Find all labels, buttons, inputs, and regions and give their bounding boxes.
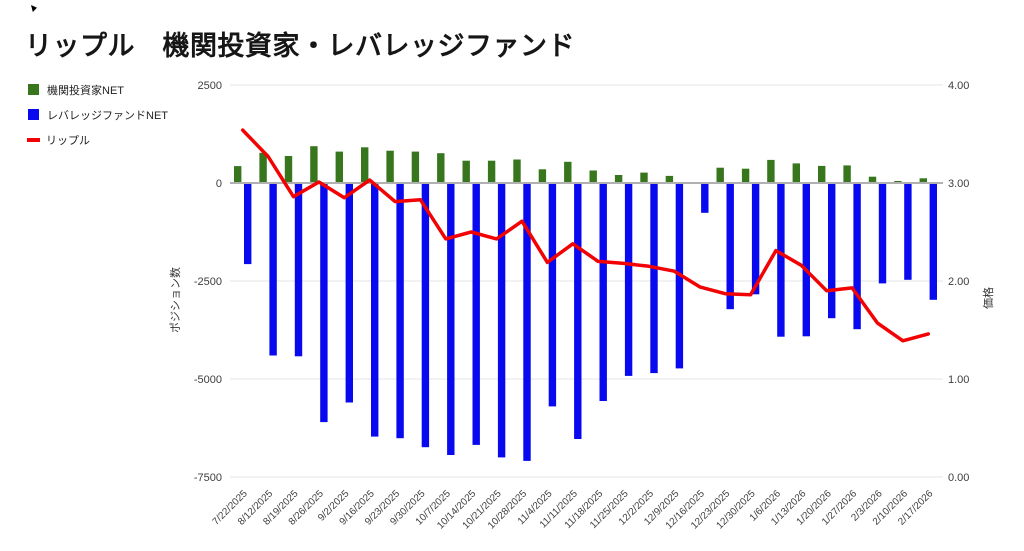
legend-item-ripple[interactable]: リップル xyxy=(27,127,168,152)
leverage-fund-net-bar[interactable] xyxy=(904,183,912,280)
cursor-artifact xyxy=(31,5,37,12)
institutional-net-bar[interactable] xyxy=(411,151,420,183)
institutional-net-bar[interactable] xyxy=(792,163,800,183)
axis-ticks-group: 2500 0 -2500 -5000 -7500 4.00 3.00 2.00 1.00 0.00 xyxy=(194,80,970,484)
institutional-net-bar[interactable] xyxy=(513,159,521,184)
legend-label: 機関投資家NET xyxy=(47,84,124,97)
leverage-fund-net-bar[interactable] xyxy=(396,183,404,439)
leverage-fund-net-bar[interactable] xyxy=(701,183,709,213)
leverage-fund-net-bar[interactable] xyxy=(726,183,734,310)
legend-label: レバレッジファンドNET xyxy=(47,109,168,122)
institutional-net-bar[interactable] xyxy=(868,176,877,183)
leverage-fund-net-bar[interactable] xyxy=(371,183,379,437)
left-axis-tick: -2500 xyxy=(194,276,222,288)
leverage-fund-net-bar[interactable] xyxy=(421,183,430,448)
leverage-fund-net-bar[interactable] xyxy=(523,183,531,461)
leverage-fund-net-bar[interactable] xyxy=(777,183,785,337)
leverage-fund-net-bar[interactable] xyxy=(853,183,861,330)
legend-swatch-red-line xyxy=(27,137,40,142)
x-axis-labels-group: 7/22/20258/12/20258/19/20258/26/20259/2/… xyxy=(211,488,936,531)
institutional-net-bar[interactable] xyxy=(386,150,394,183)
institutional-net-bar[interactable] xyxy=(284,156,293,183)
right-axis-title: 価格 xyxy=(981,287,995,309)
leverage-fund-net-bar[interactable] xyxy=(599,183,607,401)
institutional-net-bar[interactable] xyxy=(335,151,343,183)
institutional-net-bar[interactable] xyxy=(640,172,648,183)
leverage-fund-net-bar[interactable] xyxy=(574,183,582,439)
leverage-fund-net-bar[interactable] xyxy=(878,183,887,284)
institutional-net-bar[interactable] xyxy=(234,166,242,183)
leverage-fund-net-bar[interactable] xyxy=(472,183,480,445)
bars-group xyxy=(234,146,937,461)
leverage-fund-net-bar[interactable] xyxy=(751,183,760,295)
right-axis-tick: 3.00 xyxy=(948,178,969,190)
institutional-net-bar[interactable] xyxy=(665,175,674,183)
institutional-net-bar[interactable] xyxy=(310,146,318,183)
leverage-fund-net-bar[interactable] xyxy=(828,183,836,319)
institutional-net-bar[interactable] xyxy=(818,165,826,183)
institutional-net-bar[interactable] xyxy=(437,153,445,183)
institutional-net-bar[interactable] xyxy=(741,168,750,183)
institutional-net-bar[interactable] xyxy=(487,160,496,183)
leverage-fund-net-bar[interactable] xyxy=(548,183,557,407)
leverage-fund-net-bar[interactable] xyxy=(624,183,633,376)
institutional-net-bar[interactable] xyxy=(538,169,547,183)
ripple-price-line[interactable] xyxy=(240,128,931,343)
legend-item-leverage[interactable]: レバレッジファンドNET xyxy=(28,102,168,127)
right-axis-tick: 0.00 xyxy=(948,472,969,484)
institutional-net-bar[interactable] xyxy=(589,170,597,184)
right-axis-tick: 4.00 xyxy=(948,80,969,92)
institutional-net-bar[interactable] xyxy=(462,160,470,183)
legend-label: リップル xyxy=(46,134,90,147)
institutional-net-bar[interactable] xyxy=(919,178,927,183)
legend-swatch-blue xyxy=(28,109,39,120)
leverage-fund-net-bar[interactable] xyxy=(244,183,252,265)
legend-item-institutional[interactable]: 機関投資家NET xyxy=(28,77,168,102)
leverage-fund-net-bar[interactable] xyxy=(294,183,303,357)
left-axis-tick: 0 xyxy=(216,178,222,190)
right-axis-tick: 1.00 xyxy=(948,374,969,386)
institutional-net-bar[interactable] xyxy=(259,152,267,183)
leverage-fund-net-bar[interactable] xyxy=(650,183,658,374)
left-axis-tick: -5000 xyxy=(194,374,222,386)
left-axis-tick: -7500 xyxy=(194,472,222,484)
price-line-group xyxy=(240,128,931,343)
leverage-fund-net-bar[interactable] xyxy=(929,183,937,300)
gridlines-group xyxy=(230,84,943,478)
left-axis-title: ポジション数 xyxy=(169,267,182,333)
institutional-net-bar[interactable] xyxy=(361,147,369,183)
leverage-fund-net-bar[interactable] xyxy=(269,183,277,356)
right-axis-tick: 2.00 xyxy=(948,276,969,288)
leverage-fund-net-bar[interactable] xyxy=(320,183,328,423)
leverage-fund-net-bar[interactable] xyxy=(345,183,353,403)
legend: 機関投資家NET レバレッジファンドNET リップル xyxy=(27,77,168,152)
institutional-net-bar[interactable] xyxy=(843,165,851,183)
institutional-net-bar[interactable] xyxy=(564,161,572,183)
legend-swatch-green xyxy=(28,84,39,95)
leverage-fund-net-bar[interactable] xyxy=(447,183,455,455)
leverage-fund-net-bar[interactable] xyxy=(802,183,810,337)
chart-title: リップル 機関投資家・レバレッジファンド xyxy=(25,31,575,61)
leverage-fund-net-bar[interactable] xyxy=(497,183,506,458)
institutional-net-bar[interactable] xyxy=(614,175,623,183)
institutional-net-bar[interactable] xyxy=(767,159,775,183)
institutional-net-bar[interactable] xyxy=(716,167,724,183)
left-axis-tick: 2500 xyxy=(198,80,222,92)
